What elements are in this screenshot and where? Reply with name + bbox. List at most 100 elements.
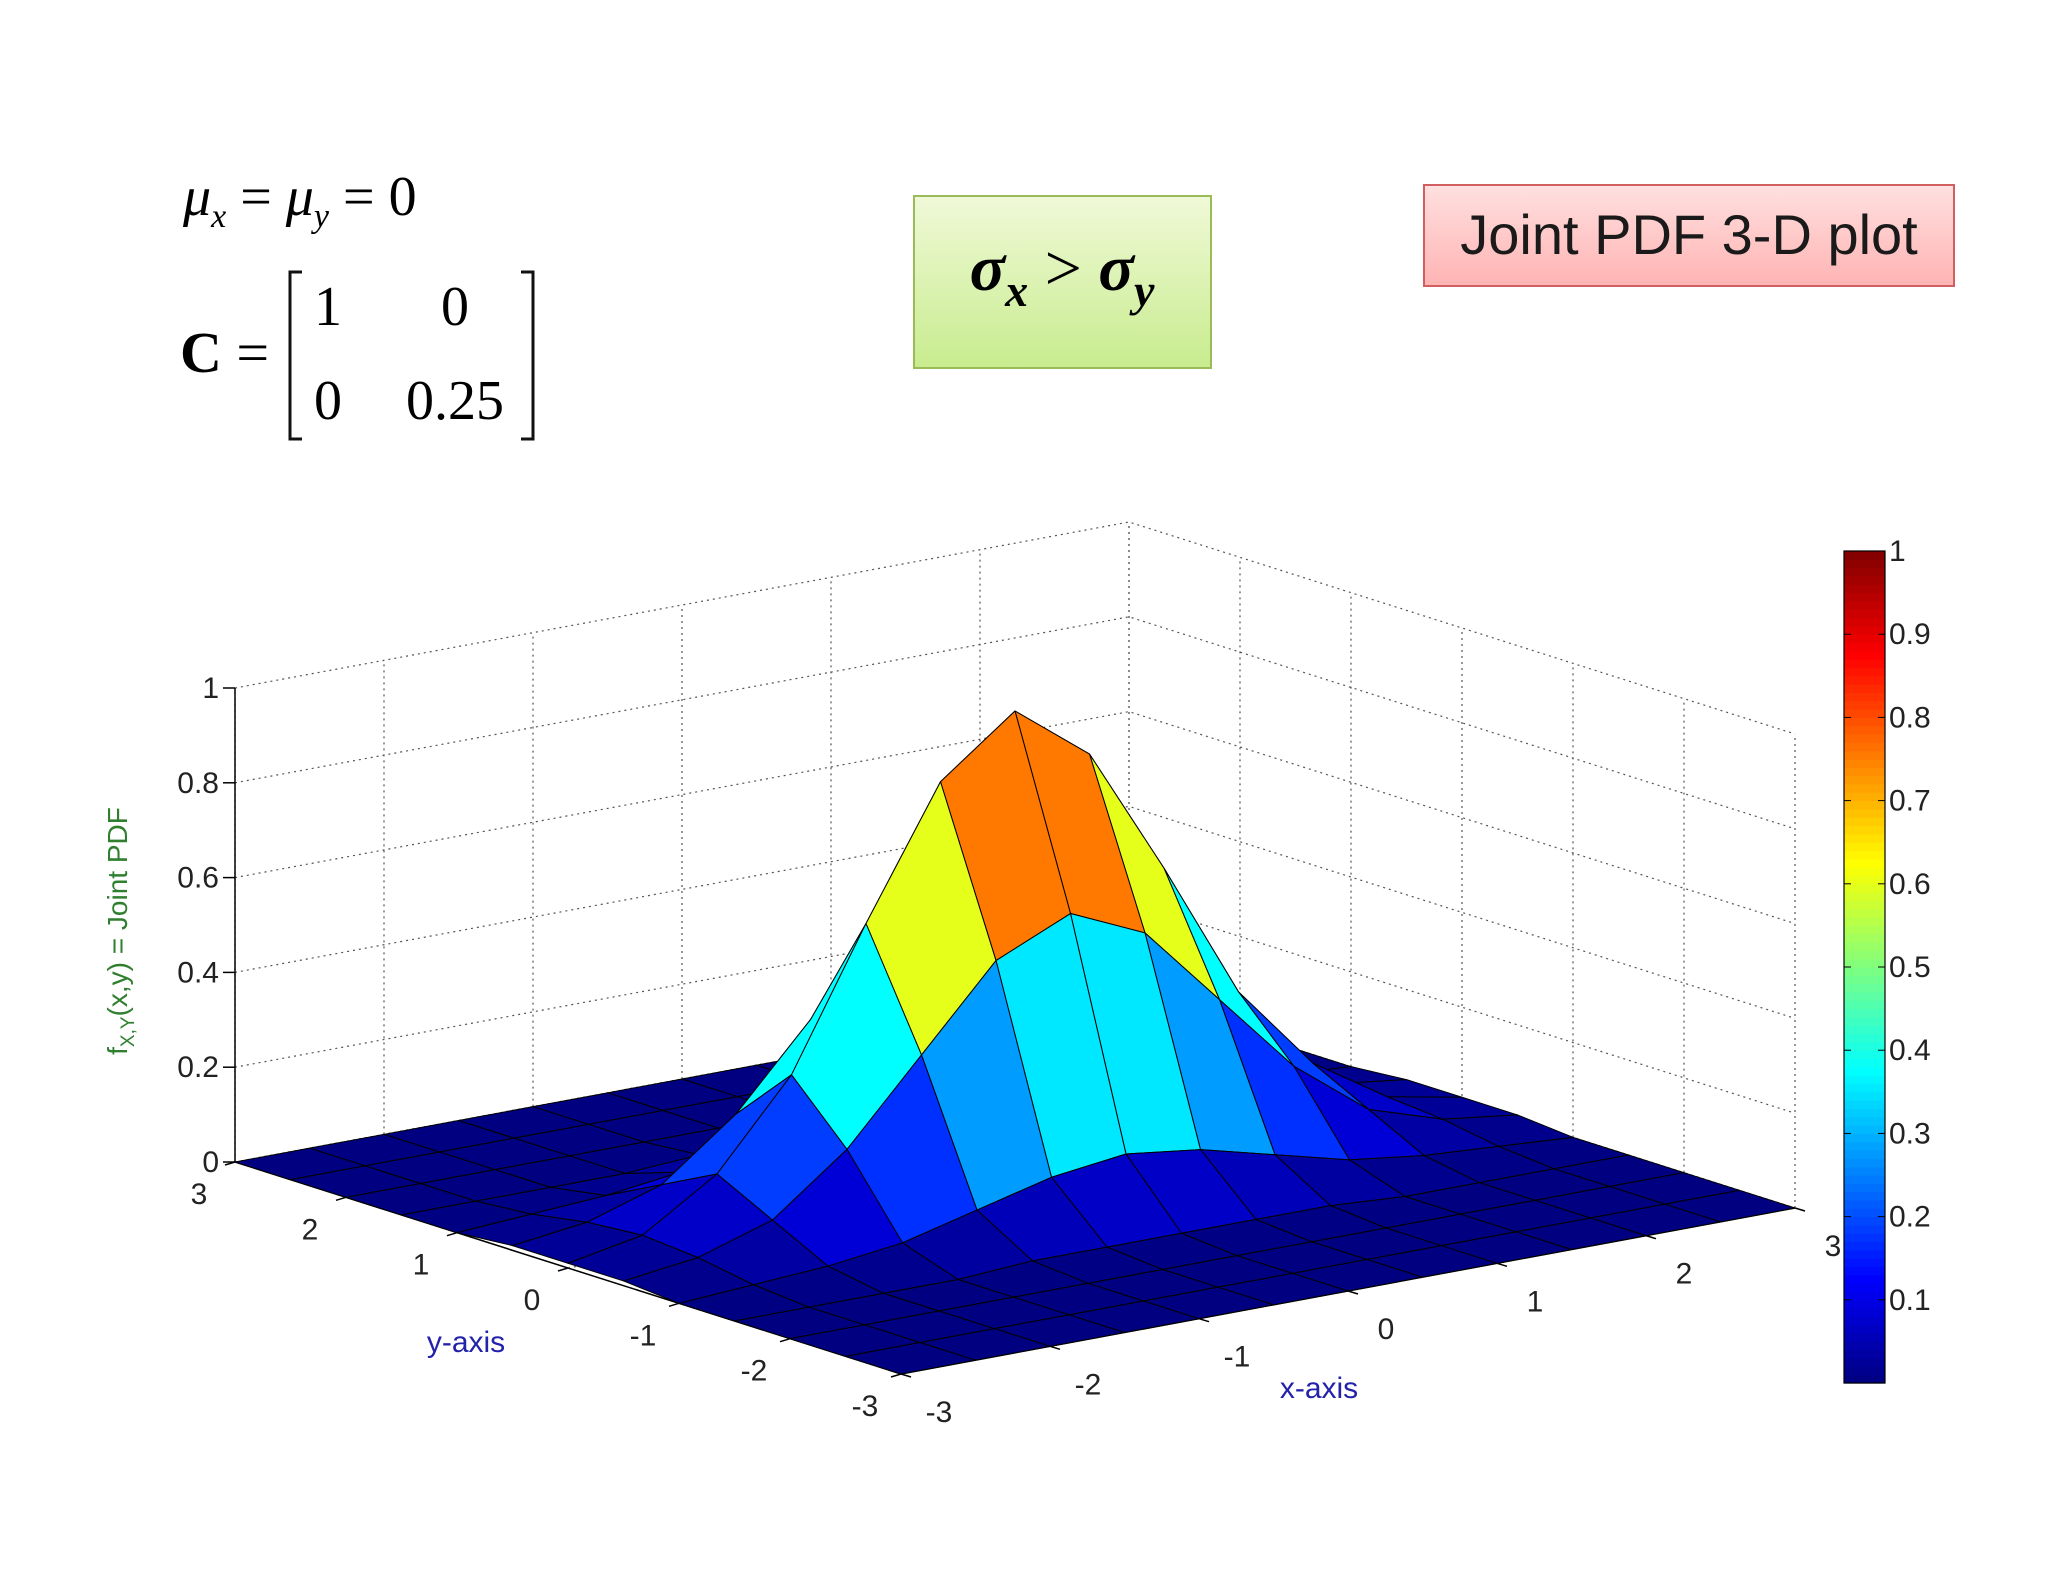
colorbar-slice [1844,667,1885,677]
colorbar-slice [1844,1033,1885,1043]
colorbar-slice [1844,659,1885,669]
colorbar-slice [1844,1366,1885,1376]
colorbar-slice [1844,1199,1885,1209]
z-tick-label: 0 [202,1146,219,1179]
eq-sub: y [311,198,330,235]
z-label-part: f [102,1047,133,1055]
colorbar-slice [1844,1125,1885,1134]
colorbar-slice [1844,1050,1885,1060]
colorbar-slice [1844,958,1885,968]
colorbar-slice [1844,1208,1885,1218]
eq-part: = 0 [329,166,417,228]
eq-part: μ [285,166,314,228]
colorbar-slice [1844,1025,1885,1035]
matrix-cell: 0 [441,276,469,338]
colorbar-slice [1844,858,1885,868]
colorbar-slice [1844,875,1885,885]
colorbar-slice [1844,1058,1885,1068]
x-tick-label: 3 [1825,1230,1842,1263]
x-tick [1347,1290,1359,1295]
sigma-sub: x [1004,265,1028,316]
colorbar-slice [1844,1233,1885,1243]
colorbar-slice [1844,825,1885,835]
colorbar-slice [1844,592,1885,602]
colorbar-slice [1844,1133,1885,1143]
matrix-label: C = [180,320,269,385]
colorbar-slice [1844,975,1885,985]
eq-part: μ [182,166,211,228]
colorbar-slice [1844,1374,1885,1384]
sigma-box [913,195,1212,369]
colorbar-slice [1844,767,1885,777]
colorbar-slice [1844,1166,1885,1176]
x-tick-label: 2 [1676,1258,1693,1291]
colorbar-slice [1844,925,1885,935]
eq-sub: x [210,198,226,235]
colorbar-slice [1844,1358,1885,1367]
colorbar-slice [1844,1324,1885,1334]
colorbar-slice [1844,1299,1885,1309]
title-box [1423,184,1955,287]
grid-line [234,710,1796,925]
matrix-cell: 0 [314,370,342,432]
colorbar-slice [1844,883,1885,893]
colorbar-slice [1844,817,1885,827]
colorbar-slice [1844,1241,1885,1251]
colorbar-slice [1844,1216,1885,1226]
colorbar-slice [1844,1083,1885,1093]
colorbar-slice [1844,900,1885,910]
x-tick-label: 0 [1378,1313,1395,1346]
colorbar-slice [1844,1274,1885,1284]
y-tick-label: -3 [852,1390,879,1423]
y-tick-label: 3 [191,1178,208,1211]
colorbar-slice [1844,933,1885,943]
y-axis-label: y-axis [427,1326,505,1359]
x-tick-label: -2 [1075,1368,1102,1401]
colorbar-slice [1844,684,1885,694]
colorbar-slice [1844,908,1885,918]
colorbar-slice [1844,942,1885,951]
colorbar-slice [1844,1283,1885,1293]
colorbar-slice [1844,584,1885,594]
y-tick [890,1373,902,1378]
grid-line [234,616,1796,830]
colorbar-slice [1844,759,1885,768]
z-tick-label: 1 [202,672,219,705]
colorbar-slice [1844,742,1885,752]
grid-line [234,805,1796,1019]
colorbar-slice [1844,1349,1885,1359]
z-tick-label: 0.2 [177,1051,219,1084]
z-tick-label: 0.8 [177,767,219,800]
z-tick-label: 0.6 [177,862,219,895]
colorbar-slice [1844,1175,1885,1184]
surface-plot: -3-2-10123-3-2-1012300.20.40.60.810.10.2… [177,521,1931,1429]
eq-part: = [226,166,286,228]
colorbar-slice [1844,642,1885,652]
colorbar-slice [1844,692,1885,702]
title: Joint PDF 3-D plot [1460,203,1918,266]
y-tick [668,1302,680,1308]
colorbar-slice [1844,833,1885,843]
z-tick-label: 0.4 [177,956,219,989]
colorbar-slice [1844,950,1885,960]
colorbar-slice [1844,1000,1885,1010]
y-tick-label: 1 [413,1249,430,1282]
x-tick [1049,1345,1061,1351]
colorbar-slice [1844,850,1885,860]
colorbar-slice [1844,600,1885,610]
colorbar-slice [1844,867,1885,877]
sigma-relation: σx > σy [970,232,1155,316]
colorbar-tick-label: 0.8 [1889,701,1931,734]
z-label-sub: X,Y [118,1016,139,1047]
surface-cell [845,1342,976,1375]
colorbar-slice [1844,967,1885,976]
colorbar-slice [1844,1116,1885,1126]
sigma-op: > [1028,232,1098,305]
x-tick-label: -3 [926,1396,953,1429]
colorbar-slice [1844,1308,1885,1318]
grid-line [234,900,1796,1114]
colorbar-slice [1844,1150,1885,1159]
colorbar-slice [1844,917,1885,926]
x-tick-label: -1 [1224,1341,1251,1374]
